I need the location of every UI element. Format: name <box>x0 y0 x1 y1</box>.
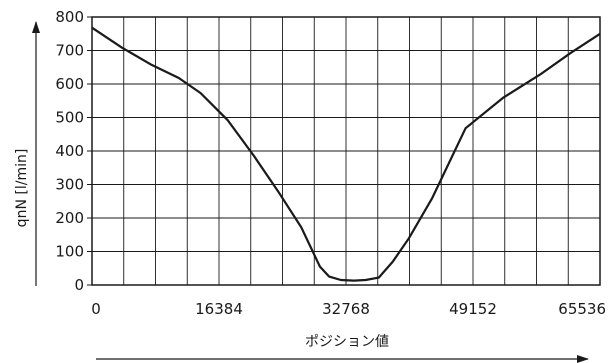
plot-frame <box>91 16 601 286</box>
y-tick-labels: 0 100 200 300 400 500 600 700 800 <box>55 8 84 294</box>
series-line <box>91 26 601 282</box>
y-gridlines <box>87 16 600 286</box>
y-tick-label: 700 <box>55 42 84 60</box>
x-axis-label: ポジション値 <box>305 334 389 350</box>
y-tick-label: 200 <box>55 209 84 227</box>
y-tick-label: 300 <box>55 176 84 194</box>
x-tick-label: 32768 <box>322 300 370 318</box>
y-tick-label: 600 <box>55 75 84 93</box>
x-tick-label: 49152 <box>449 300 497 318</box>
y-tick-label: 400 <box>55 142 84 160</box>
y-tick-label: 800 <box>55 8 84 26</box>
y-tick-label: 100 <box>55 243 84 261</box>
x-tick-label: 16384 <box>195 300 243 318</box>
y-axis-label: qnN [l/min] <box>14 149 30 228</box>
x-tick-labels: 0 16384 32768 49152 65536 <box>91 300 606 318</box>
y-tick-label: 0 <box>74 276 84 294</box>
x-tick-label: 0 <box>91 300 101 318</box>
y-tick-label: 500 <box>55 109 84 127</box>
x-tick-label: 65536 <box>558 300 606 318</box>
